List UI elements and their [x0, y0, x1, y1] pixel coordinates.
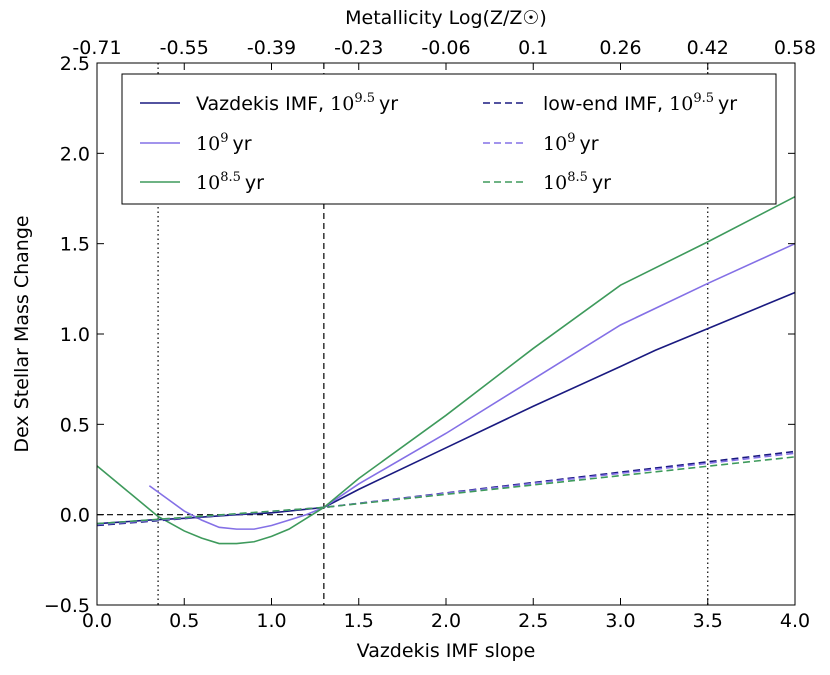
legend-label-3: low-end IMF, 109.5 yr	[543, 91, 737, 115]
legend-label-4: 109 yr	[543, 131, 599, 155]
y-tick-label-1: 0.0	[60, 505, 90, 527]
x-tick-label-8: 4.0	[780, 610, 810, 632]
x-tick-label-2: 1.0	[256, 610, 286, 632]
legend-label-2: 108.5 yr	[196, 170, 264, 194]
series-line-5	[96, 456, 796, 525]
y-tick-label-0: −0.5	[44, 595, 90, 617]
top-tick-label-1: -0.55	[160, 37, 209, 59]
legend-box	[121, 73, 777, 205]
series-line-2	[96, 195, 796, 545]
top-tick-label-5: 0.1	[518, 37, 548, 59]
series-line-4	[96, 452, 796, 526]
y-tick-label-4: 1.5	[60, 234, 90, 256]
series-layer	[96, 195, 796, 545]
x-tick-label-3: 1.5	[344, 610, 374, 632]
x-axis-label: Vazdekis IMF slope	[357, 640, 536, 662]
legend: Vazdekis IMF, 109.5 yr 109 yr 108.5 yr low-end…	[121, 73, 777, 205]
y-tick-label-3: 1.0	[60, 324, 90, 346]
top-tick-label-4: -0.06	[421, 37, 470, 59]
tick-labels: 0.0 0.5 1.0 1.5 2.0 2.5 3.0 3.5 4.0 -0.71 -0.55 -0.…	[44, 37, 816, 632]
series-line-0	[96, 291, 796, 525]
x-tick-label-6: 3.0	[605, 610, 635, 632]
x-tick-label-1: 0.5	[169, 610, 199, 632]
x-tick-label-5: 2.5	[518, 610, 548, 632]
legend-label-0: Vazdekis IMF, 109.5 yr	[196, 91, 398, 115]
top-tick-label-8: 0.58	[774, 37, 816, 59]
y-tick-label-5: 2.0	[60, 143, 90, 165]
top-tick-label-0: -0.71	[72, 37, 121, 59]
x-tick-label-7: 3.5	[693, 610, 723, 632]
top-axis-label: Metallicity Log(Z/Z☉)	[345, 7, 547, 29]
series-line-1	[148, 242, 796, 530]
y-axis-label: Dex Stellar Mass Change	[11, 215, 33, 452]
ticks	[96, 62, 796, 606]
series-line-3	[96, 450, 796, 527]
top-tick-label-2: -0.39	[247, 37, 296, 59]
x-tick-label-0: 0.0	[82, 610, 112, 632]
y-tick-label-6: 2.5	[60, 53, 90, 75]
x-tick-label-4: 2.0	[431, 610, 461, 632]
legend-label-5: 108.5 yr	[543, 170, 611, 194]
legend-label-1: 109 yr	[196, 131, 252, 155]
top-tick-label-6: 0.26	[599, 37, 641, 59]
top-tick-label-7: 0.42	[687, 37, 729, 59]
top-tick-label-3: -0.23	[334, 37, 383, 59]
y-tick-label-2: 0.5	[60, 414, 90, 436]
